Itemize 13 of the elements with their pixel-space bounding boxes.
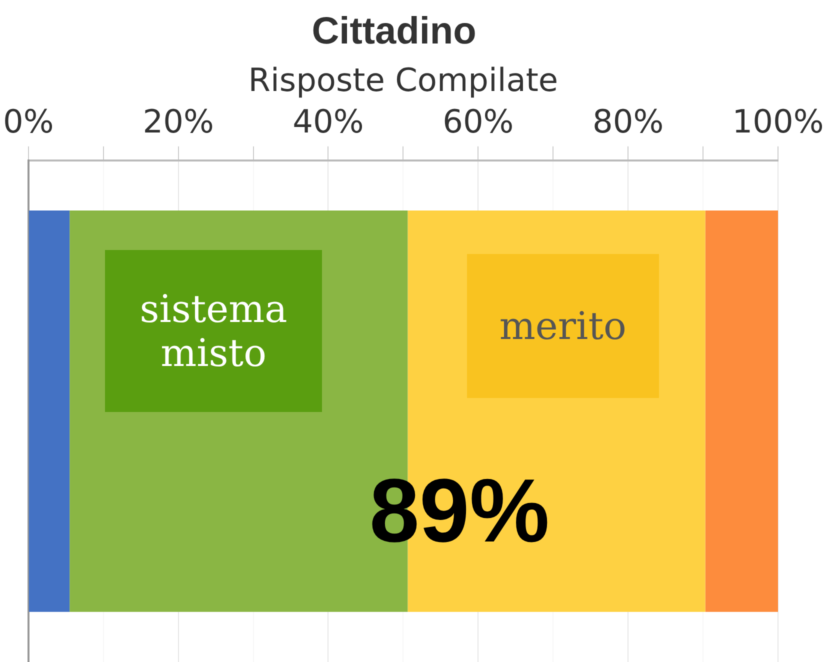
bar (28, 210, 70, 612)
bar (705, 210, 778, 612)
label-box: merito (466, 254, 659, 398)
x-tick-label: 20% (142, 102, 214, 141)
x-tick-label: 80% (592, 102, 664, 141)
x-tick-label: 0% (3, 102, 54, 141)
x-tick-label: 100% (732, 102, 824, 141)
label-box: sistema misto (105, 250, 322, 412)
annotation: 89% (369, 461, 550, 562)
x-tick-label: 60% (442, 102, 514, 141)
x-axis-title: Risposte Compilate (248, 61, 558, 100)
chart-title: Cittadino (312, 10, 476, 52)
x-tick-label: 40% (292, 102, 364, 141)
